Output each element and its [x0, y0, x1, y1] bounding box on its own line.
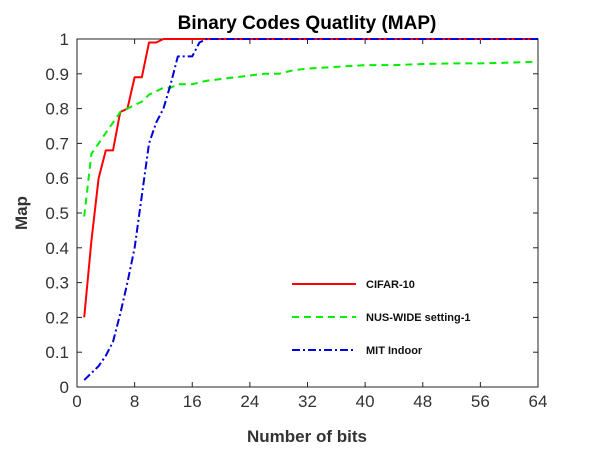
x-axis: 0 8 16 24 32 40 48 56 64 [72, 39, 547, 411]
y-axis: 0 0.1 0.2 0.3 0.4 0.5 0.6 0.7 0.8 0.9 1 [45, 30, 538, 397]
y-tick-label: 0.4 [45, 239, 69, 258]
x-tick-label: 48 [413, 392, 432, 411]
x-tick-label: 0 [72, 392, 81, 411]
legend-label: MIT Indoor [366, 345, 423, 357]
series-line-2 [83, 38, 538, 381]
y-tick-label: 0.5 [45, 204, 69, 223]
chart-title: Binary Codes Quatlity (MAP) [178, 13, 437, 34]
y-tick-label: 0.1 [45, 343, 69, 362]
y-tick-label: 1 [60, 30, 69, 49]
y-tick-label: 0.9 [45, 65, 69, 84]
series-lines [83, 38, 539, 381]
x-tick-label: 32 [298, 392, 317, 411]
x-tick-label: 8 [130, 392, 139, 411]
y-tick-label: 0.7 [45, 134, 69, 153]
x-tick-label: 56 [471, 392, 490, 411]
x-tick-label: 16 [183, 392, 202, 411]
series-line-0 [83, 38, 538, 318]
x-axis-label: Number of bits [247, 427, 367, 446]
x-tick-label: 64 [529, 392, 548, 411]
y-tick-label: 0.6 [45, 169, 69, 188]
x-tick-label: 24 [240, 392, 259, 411]
y-tick-label: 0.8 [45, 100, 69, 119]
y-tick-label: 0 [60, 378, 69, 397]
y-tick-label: 0.2 [45, 308, 69, 327]
legend-label: NUS-WIDE setting-1 [366, 312, 471, 324]
legend: CIFAR-10 NUS-WIDE setting-1 MIT Indoor [292, 279, 471, 357]
legend-label: CIFAR-10 [366, 279, 415, 291]
x-tick-label: 40 [356, 392, 375, 411]
y-axis-label: Map [12, 196, 31, 230]
y-tick-label: 0.3 [45, 274, 69, 293]
series-line-1 [83, 60, 539, 217]
